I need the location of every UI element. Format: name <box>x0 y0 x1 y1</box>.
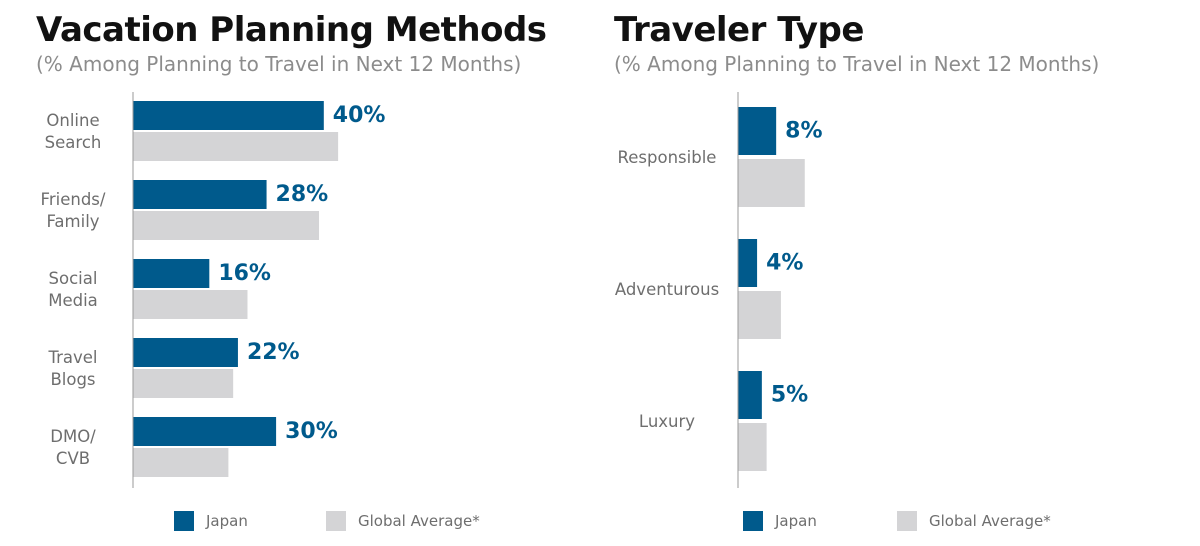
planning-methods-panel: Vacation Planning Methods (% Among Plann… <box>0 10 600 533</box>
planning-methods-chart: 40% Online Search 28% Friends/Family 16% Socia… <box>41 92 386 488</box>
chart-title: Vacation Planning Methods <box>36 10 547 50</box>
category-group: 22% Travel Blogs <box>47 338 300 398</box>
category-label: Online Search <box>45 111 102 152</box>
category-label: Friends/Family <box>41 190 106 231</box>
chart-legend: Japan Global Average* <box>0 511 600 533</box>
category-label-line: Social <box>49 269 98 288</box>
category-group: 5% Luxury <box>639 371 808 471</box>
category-group: 4% Adventurous <box>615 239 803 339</box>
legend-swatch-global <box>326 511 346 531</box>
category-label-line: Travel <box>47 348 97 367</box>
chart-title: Traveler Type <box>614 10 864 50</box>
category-label-line: Adventurous <box>615 280 719 299</box>
bar-global-average <box>738 423 767 471</box>
legend-item-japan: Japan <box>174 511 248 531</box>
category-label-line: Family <box>46 212 99 231</box>
bar-global-average <box>133 369 234 398</box>
category-label-line: Responsible <box>618 148 717 167</box>
bar-japan <box>133 101 324 130</box>
legend-label-japan: Japan <box>206 512 248 530</box>
category-label: Travel Blogs <box>47 348 97 389</box>
category-group: 16% Social Media <box>48 259 271 319</box>
bar-global-average <box>133 290 248 319</box>
data-label: 40% <box>333 103 386 128</box>
data-label: 8% <box>785 119 822 144</box>
bar-japan <box>133 180 267 209</box>
legend-label-global: Global Average* <box>929 512 1051 530</box>
category-label-line: DMO/ <box>50 427 96 446</box>
bar-global-average <box>738 159 805 207</box>
category-label: DMO/CVB <box>50 427 96 468</box>
data-label: 4% <box>766 251 803 276</box>
category-group: 28% Friends/Family <box>41 180 329 240</box>
category-label: Luxury <box>639 412 695 431</box>
bar-global-average <box>133 211 320 240</box>
category-label: Responsible <box>618 148 717 167</box>
legend-label-japan: Japan <box>775 512 817 530</box>
bar-japan <box>133 259 210 288</box>
traveler-type-panel: Traveler Type (% Among Planning to Trave… <box>600 0 1200 546</box>
bar-japan <box>738 239 758 287</box>
bar-japan <box>738 371 762 419</box>
category-label-line: Search <box>45 133 102 152</box>
category-label-line: Blogs <box>50 370 95 389</box>
category-label-line: Online <box>46 111 99 130</box>
legend-swatch-japan <box>174 511 194 531</box>
chart-subtitle: (% Among Planning to Travel in Next 12 M… <box>36 52 522 76</box>
category-label-line: Luxury <box>639 412 695 431</box>
legend-item-japan: Japan <box>743 511 817 531</box>
bar-global-average <box>133 132 339 161</box>
data-label: 28% <box>276 182 329 207</box>
bar-japan <box>133 417 277 446</box>
bar-global-average <box>738 291 781 339</box>
traveler-type-chart: 8% Responsible 4% Adventurous 5% Luxury <box>615 92 823 488</box>
chart-legend: Japan Global Average* <box>600 511 1200 533</box>
category-group: 8% Responsible <box>618 107 823 207</box>
data-label: 30% <box>285 419 338 444</box>
category-label-line: CVB <box>56 449 90 468</box>
legend-swatch-global <box>897 511 917 531</box>
legend-swatch-japan <box>743 511 763 531</box>
category-label: Social Media <box>48 269 98 310</box>
category-label: Adventurous <box>615 280 719 299</box>
category-group: 30% DMO/CVB <box>50 417 338 477</box>
legend-label-global: Global Average* <box>358 512 480 530</box>
category-label-line: Media <box>48 291 98 310</box>
category-label-line: Friends/ <box>41 190 106 209</box>
legend-item-global: Global Average* <box>897 511 1051 531</box>
data-label: 5% <box>771 383 808 408</box>
data-label: 16% <box>218 261 271 286</box>
legend-item-global: Global Average* <box>326 511 480 531</box>
bar-global-average <box>133 448 229 477</box>
bar-japan <box>133 338 238 367</box>
data-label: 22% <box>247 340 300 365</box>
chart-subtitle: (% Among Planning to Travel in Next 12 M… <box>614 52 1100 76</box>
category-group: 40% Online Search <box>45 101 386 161</box>
bar-japan <box>738 107 777 155</box>
